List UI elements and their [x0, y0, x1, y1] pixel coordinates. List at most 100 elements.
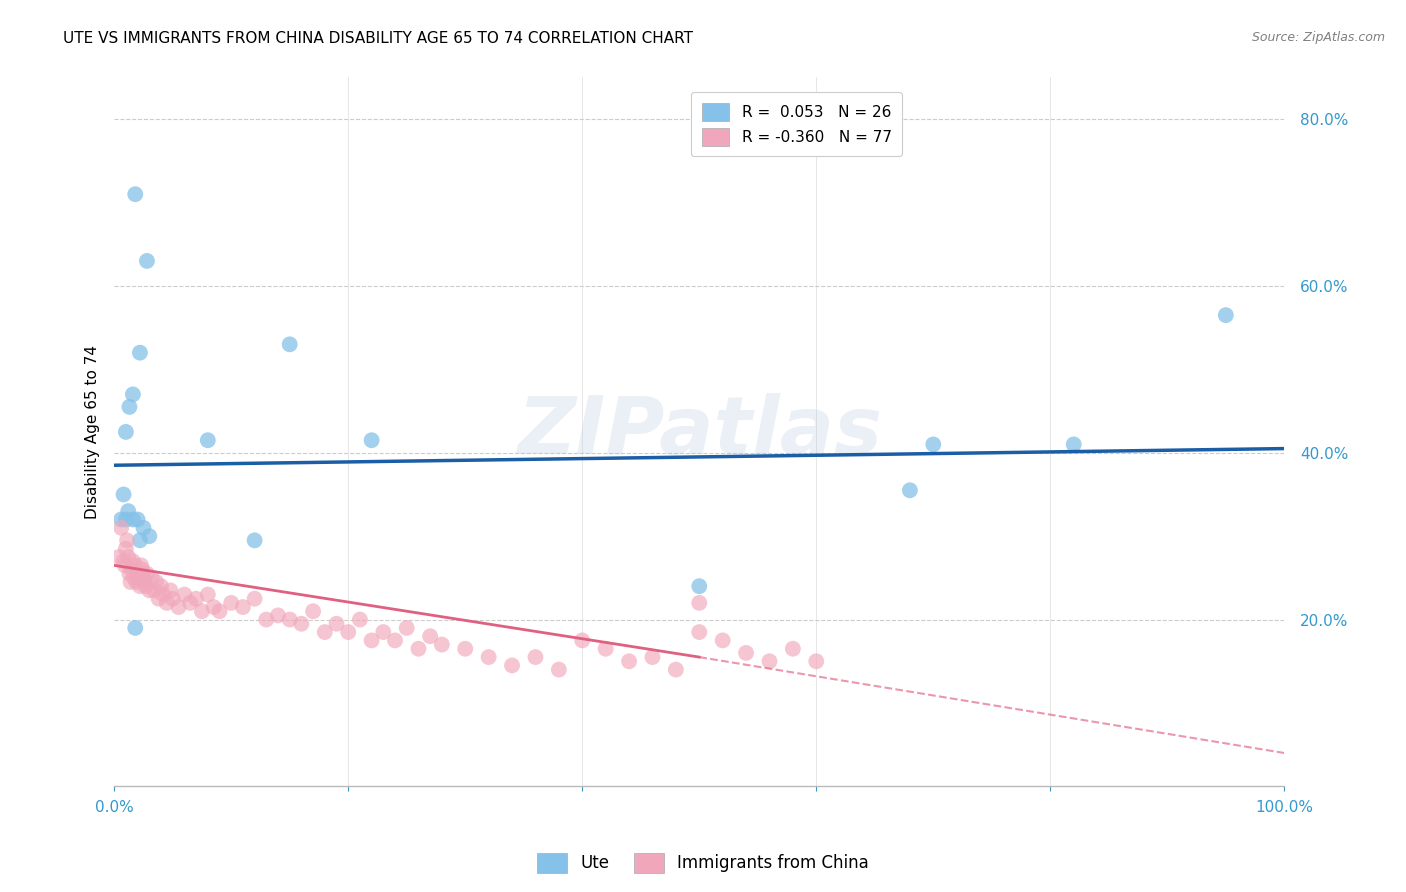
Point	[135, 579, 157, 593]
Point	[138, 583, 160, 598]
Point	[179, 596, 201, 610]
Point	[129, 345, 152, 359]
Point	[806, 654, 828, 668]
Legend: R =  0.053   N = 26, R = -0.360   N = 77: R = 0.053 N = 26, R = -0.360 N = 77	[692, 92, 903, 156]
Point	[132, 521, 155, 535]
Point	[127, 512, 149, 526]
Point	[132, 571, 155, 585]
Point	[110, 512, 132, 526]
Point	[349, 613, 371, 627]
Point	[120, 574, 142, 589]
Point	[243, 533, 266, 548]
Point	[254, 613, 277, 627]
Point	[114, 558, 136, 573]
Point	[688, 579, 710, 593]
Point	[478, 650, 501, 665]
Point	[501, 658, 523, 673]
Point	[138, 529, 160, 543]
Point	[141, 571, 163, 585]
Point	[384, 633, 406, 648]
Point	[758, 654, 780, 668]
Point	[115, 512, 138, 526]
Point	[127, 566, 149, 581]
Point	[922, 437, 945, 451]
Point	[571, 633, 593, 648]
Point	[110, 521, 132, 535]
Point	[232, 600, 254, 615]
Point	[143, 583, 166, 598]
Point	[360, 434, 382, 448]
Point	[191, 604, 214, 618]
Point	[337, 625, 360, 640]
Point	[278, 337, 301, 351]
Point	[395, 621, 418, 635]
Point	[128, 571, 150, 585]
Point	[122, 554, 145, 568]
Text: Source: ZipAtlas.com: Source: ZipAtlas.com	[1251, 31, 1385, 45]
Y-axis label: Disability Age 65 to 74: Disability Age 65 to 74	[86, 345, 100, 519]
Point	[197, 588, 219, 602]
Point	[129, 579, 152, 593]
Point	[156, 596, 179, 610]
Point	[129, 558, 152, 573]
Point	[122, 571, 145, 585]
Point	[430, 638, 453, 652]
Point	[302, 604, 325, 618]
Point	[145, 574, 167, 589]
Legend: Ute, Immigrants from China: Ute, Immigrants from China	[530, 847, 876, 880]
Point	[129, 533, 152, 548]
Point	[124, 621, 146, 635]
Point	[134, 574, 156, 589]
Point	[688, 625, 710, 640]
Point	[219, 596, 242, 610]
Point	[118, 400, 141, 414]
Point	[108, 549, 131, 564]
Point	[115, 541, 138, 556]
Point	[547, 663, 569, 677]
Point	[131, 562, 153, 576]
Text: ZIPatlas: ZIPatlas	[517, 392, 882, 471]
Point	[136, 254, 159, 268]
Point	[595, 641, 617, 656]
Point	[132, 571, 155, 585]
Point	[125, 574, 148, 589]
Point	[711, 633, 734, 648]
Point	[325, 616, 347, 631]
Point	[167, 600, 190, 615]
Point	[112, 487, 135, 501]
Point	[267, 608, 290, 623]
Point	[122, 387, 145, 401]
Point	[373, 625, 395, 640]
Point	[121, 562, 143, 576]
Point	[524, 650, 547, 665]
Point	[290, 616, 312, 631]
Point	[454, 641, 477, 656]
Point	[124, 187, 146, 202]
Point	[665, 663, 688, 677]
Point	[197, 434, 219, 448]
Point	[148, 591, 170, 606]
Point	[162, 591, 184, 606]
Point	[1215, 308, 1237, 322]
Point	[898, 483, 921, 498]
Point	[118, 566, 141, 581]
Point	[314, 625, 336, 640]
Point	[617, 654, 640, 668]
Point	[278, 613, 301, 627]
Point	[122, 512, 145, 526]
Point	[360, 633, 382, 648]
Point	[159, 583, 181, 598]
Point	[184, 591, 207, 606]
Point	[173, 588, 195, 602]
Point	[136, 566, 159, 581]
Point	[115, 533, 138, 548]
Point	[688, 596, 710, 610]
Point	[150, 579, 173, 593]
Point	[124, 558, 146, 573]
Point	[117, 549, 139, 564]
Point	[208, 604, 231, 618]
Point	[782, 641, 804, 656]
Point	[152, 588, 174, 602]
Point	[117, 504, 139, 518]
Point	[115, 425, 138, 439]
